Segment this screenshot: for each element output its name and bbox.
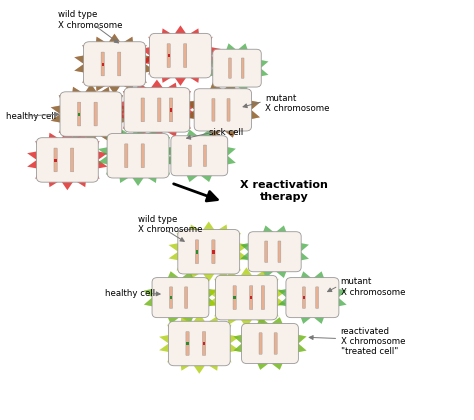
Polygon shape bbox=[51, 84, 131, 144]
Polygon shape bbox=[240, 226, 309, 278]
Bar bbox=[55, 159, 57, 162]
Text: healthy cell: healthy cell bbox=[6, 112, 56, 121]
Polygon shape bbox=[51, 84, 131, 144]
Text: X reactivation
therapy: X reactivation therapy bbox=[240, 181, 328, 202]
Text: reactivated
X chromosome
"treated cell": reactivated X chromosome "treated cell" bbox=[341, 326, 405, 356]
Polygon shape bbox=[74, 34, 155, 94]
FancyBboxPatch shape bbox=[124, 88, 190, 132]
FancyBboxPatch shape bbox=[265, 241, 268, 262]
FancyBboxPatch shape bbox=[286, 278, 339, 318]
FancyBboxPatch shape bbox=[107, 134, 169, 178]
Text: mutant
X chromosome: mutant X chromosome bbox=[341, 278, 405, 297]
FancyBboxPatch shape bbox=[212, 240, 215, 264]
Bar bbox=[170, 297, 172, 299]
Bar bbox=[234, 296, 236, 299]
Text: mutant
X chromosome: mutant X chromosome bbox=[265, 94, 330, 113]
Polygon shape bbox=[186, 82, 260, 138]
Polygon shape bbox=[74, 34, 155, 94]
FancyBboxPatch shape bbox=[83, 42, 146, 86]
FancyBboxPatch shape bbox=[242, 323, 299, 364]
FancyBboxPatch shape bbox=[259, 333, 262, 354]
FancyBboxPatch shape bbox=[101, 52, 104, 76]
FancyBboxPatch shape bbox=[171, 136, 228, 176]
FancyBboxPatch shape bbox=[169, 98, 173, 122]
Bar bbox=[303, 297, 305, 299]
FancyBboxPatch shape bbox=[94, 102, 97, 126]
FancyBboxPatch shape bbox=[141, 98, 145, 122]
FancyBboxPatch shape bbox=[203, 145, 207, 166]
Bar bbox=[186, 342, 189, 345]
FancyBboxPatch shape bbox=[170, 287, 173, 308]
FancyBboxPatch shape bbox=[183, 44, 187, 68]
Bar bbox=[170, 108, 172, 112]
FancyBboxPatch shape bbox=[167, 44, 170, 68]
Polygon shape bbox=[27, 130, 108, 190]
Bar bbox=[101, 63, 104, 66]
FancyBboxPatch shape bbox=[78, 102, 81, 126]
Bar bbox=[203, 342, 205, 345]
FancyBboxPatch shape bbox=[54, 148, 57, 172]
Polygon shape bbox=[234, 317, 307, 370]
FancyBboxPatch shape bbox=[302, 287, 305, 308]
FancyBboxPatch shape bbox=[178, 229, 240, 274]
Bar bbox=[212, 250, 215, 254]
Polygon shape bbox=[159, 313, 239, 374]
FancyBboxPatch shape bbox=[248, 232, 301, 272]
Text: sick cell: sick cell bbox=[209, 129, 243, 137]
FancyBboxPatch shape bbox=[71, 148, 73, 172]
FancyBboxPatch shape bbox=[188, 145, 191, 166]
FancyBboxPatch shape bbox=[184, 287, 188, 308]
Polygon shape bbox=[98, 126, 178, 186]
FancyBboxPatch shape bbox=[118, 52, 121, 76]
FancyBboxPatch shape bbox=[216, 276, 277, 320]
FancyBboxPatch shape bbox=[60, 92, 122, 136]
FancyBboxPatch shape bbox=[149, 33, 211, 78]
FancyBboxPatch shape bbox=[227, 99, 230, 121]
Text: wild type
X chromosome: wild type X chromosome bbox=[138, 215, 202, 234]
Polygon shape bbox=[169, 221, 249, 282]
FancyBboxPatch shape bbox=[157, 98, 161, 122]
FancyBboxPatch shape bbox=[249, 286, 253, 310]
FancyBboxPatch shape bbox=[125, 144, 128, 168]
Polygon shape bbox=[144, 271, 217, 324]
FancyBboxPatch shape bbox=[168, 321, 230, 366]
Bar bbox=[167, 54, 170, 58]
Polygon shape bbox=[163, 129, 236, 182]
Text: wild type
X chromosome: wild type X chromosome bbox=[58, 10, 122, 30]
FancyBboxPatch shape bbox=[316, 287, 319, 308]
FancyBboxPatch shape bbox=[213, 49, 261, 87]
Bar bbox=[250, 296, 252, 299]
FancyBboxPatch shape bbox=[152, 278, 209, 318]
Bar bbox=[196, 250, 198, 254]
FancyBboxPatch shape bbox=[195, 240, 199, 264]
FancyBboxPatch shape bbox=[36, 138, 98, 182]
FancyBboxPatch shape bbox=[228, 58, 231, 78]
FancyBboxPatch shape bbox=[141, 144, 145, 168]
Text: healthy cell: healthy cell bbox=[105, 289, 155, 298]
Polygon shape bbox=[206, 268, 287, 328]
FancyBboxPatch shape bbox=[278, 241, 281, 262]
FancyBboxPatch shape bbox=[233, 286, 236, 310]
Polygon shape bbox=[278, 271, 346, 324]
FancyBboxPatch shape bbox=[194, 89, 252, 131]
FancyBboxPatch shape bbox=[241, 58, 244, 78]
Polygon shape bbox=[234, 317, 307, 370]
FancyBboxPatch shape bbox=[186, 332, 189, 355]
Polygon shape bbox=[186, 82, 260, 138]
FancyBboxPatch shape bbox=[261, 286, 264, 310]
FancyBboxPatch shape bbox=[212, 99, 215, 121]
FancyBboxPatch shape bbox=[202, 332, 206, 355]
Polygon shape bbox=[206, 43, 268, 93]
FancyBboxPatch shape bbox=[274, 333, 277, 354]
Polygon shape bbox=[144, 271, 217, 324]
Polygon shape bbox=[140, 25, 221, 86]
Bar bbox=[78, 113, 80, 116]
Polygon shape bbox=[114, 80, 200, 140]
